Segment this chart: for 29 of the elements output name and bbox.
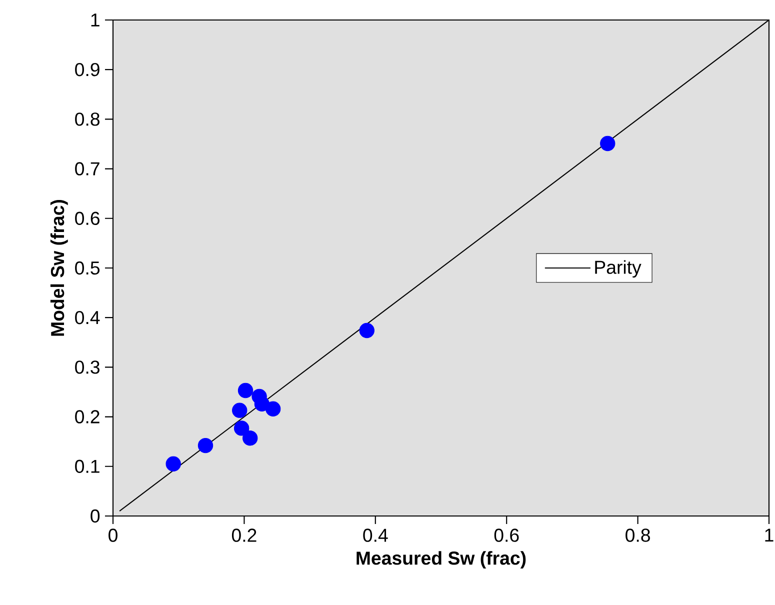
point — [242, 430, 258, 446]
point — [166, 456, 181, 472]
x-tick-label: 0 — [108, 528, 118, 542]
x-tick-label: 0.4 — [363, 528, 388, 542]
legend-label: Parity — [595, 260, 642, 278]
point — [234, 420, 250, 436]
point — [232, 402, 248, 418]
point — [359, 322, 374, 338]
y-tick-label: 0.8 — [75, 112, 100, 126]
x-tick-label: 0.6 — [494, 528, 519, 542]
point — [600, 136, 616, 152]
point — [198, 438, 214, 454]
y-tick-label: 0.7 — [75, 162, 100, 176]
x-tick-label: 0.2 — [232, 528, 256, 542]
y-tick-label: 0.6 — [75, 212, 100, 225]
y-tick-label: 0.5 — [75, 261, 100, 275]
y-tick-label: 0.3 — [75, 360, 100, 374]
x-axis-title: Measured Sw (frac) — [356, 551, 526, 568]
y-tick-label: 0.4 — [75, 310, 100, 324]
y-tick-label: 0 — [90, 509, 100, 523]
y-tick-label: 1 — [91, 14, 100, 26]
y-tick-label: 0.1 — [75, 460, 100, 473]
x-tick-label: 1 — [765, 528, 774, 542]
y-axis-title: Model Sw (frac) — [50, 200, 68, 336]
point — [238, 382, 254, 398]
y-tick-label: 0.9 — [75, 62, 100, 76]
point — [265, 401, 281, 416]
y-tick-label: 0.2 — [75, 410, 100, 424]
x-tick-label: 0.8 — [626, 528, 650, 542]
